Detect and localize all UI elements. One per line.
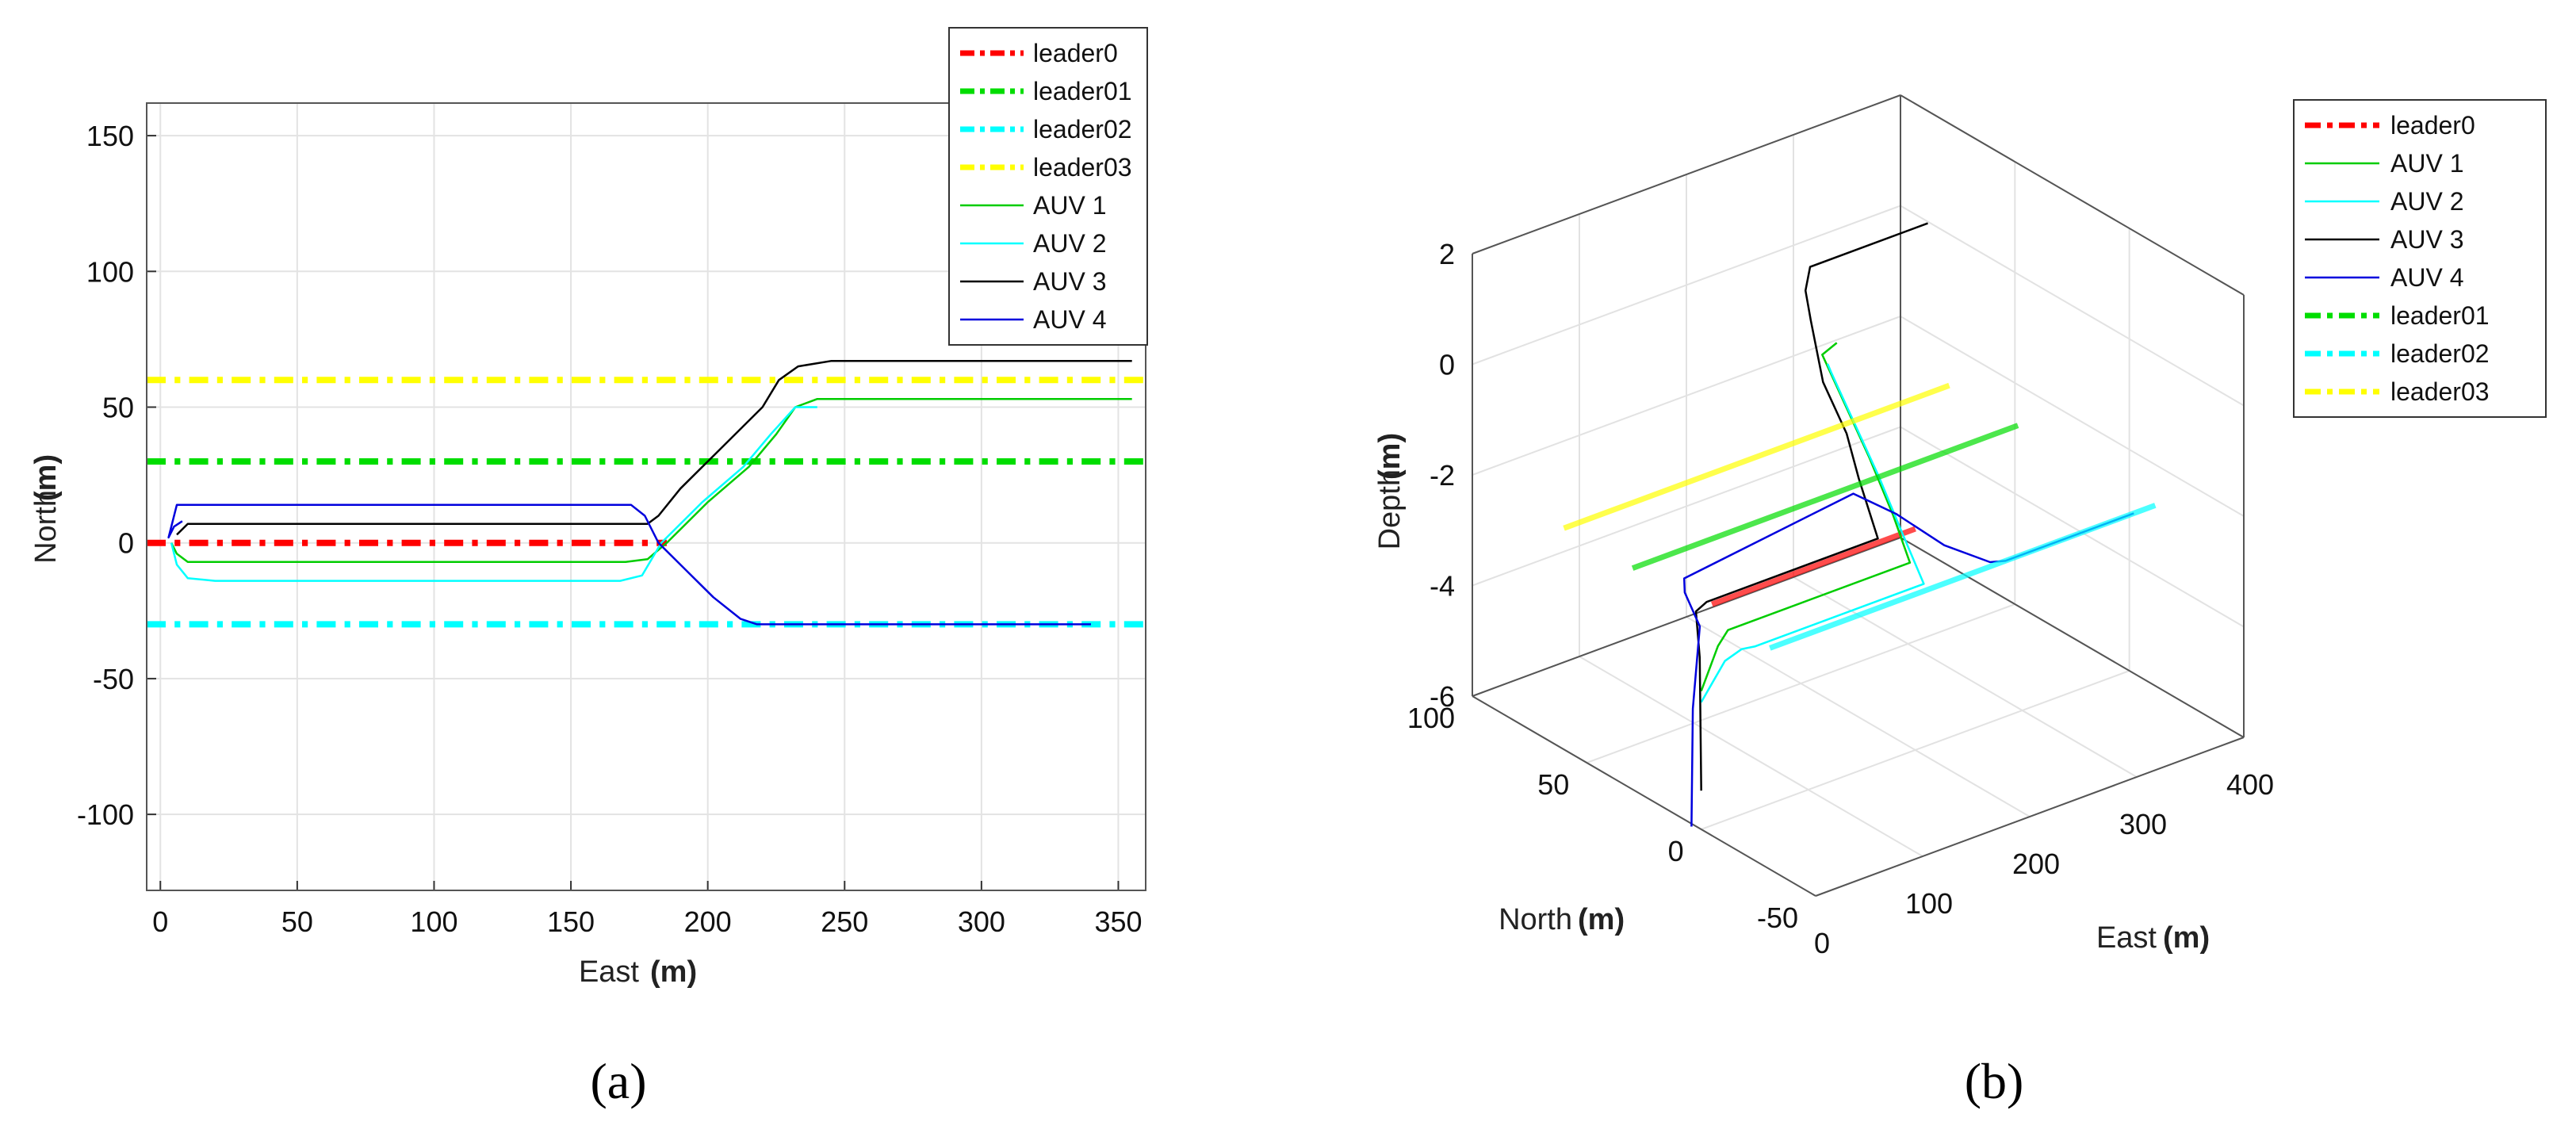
x-axis-label: East bbox=[579, 955, 639, 989]
legend-label: leader01 bbox=[2390, 301, 2490, 330]
back-wall-gridline bbox=[1472, 426, 1901, 587]
back-wall-gridline bbox=[1472, 316, 1901, 476]
x-tick-label: 350 bbox=[1094, 905, 1142, 938]
series-line-leader02 bbox=[1769, 503, 2157, 651]
z-axis-unit: (m) bbox=[1373, 433, 1407, 480]
y-tick-label: -50 bbox=[93, 663, 134, 695]
floor-gridline bbox=[1701, 670, 2130, 830]
y-axis-label: North bbox=[29, 490, 63, 564]
legend-label: AUV 2 bbox=[2390, 187, 2463, 216]
x-axis-line bbox=[1815, 737, 2245, 897]
y-axis-line bbox=[1472, 695, 1816, 897]
y-tick-label: 50 bbox=[1537, 768, 1569, 801]
legend-label: leader03 bbox=[1033, 153, 1132, 182]
box-edge bbox=[1900, 537, 2245, 738]
box-edge bbox=[1472, 537, 1901, 697]
back-wall-gridline bbox=[1472, 205, 1901, 366]
x-tick-label: 100 bbox=[1905, 887, 1953, 920]
floor-gridline bbox=[1586, 603, 2015, 764]
legend-label: leader02 bbox=[1033, 115, 1132, 144]
series-line-leader03 bbox=[1563, 382, 1950, 531]
x-tick-label: 0 bbox=[1814, 927, 1830, 959]
z-tick-label: 2 bbox=[1439, 238, 1455, 270]
x-tick-label: 100 bbox=[410, 905, 457, 938]
side-wall-gridline bbox=[1900, 316, 2245, 517]
series-line-leader0 bbox=[1710, 526, 1916, 607]
x-tick-label: 300 bbox=[958, 905, 1005, 938]
box-edge bbox=[1472, 94, 1901, 255]
x-tick-label: 200 bbox=[2012, 848, 2060, 880]
x-tick-label: 400 bbox=[2226, 768, 2274, 801]
series-line-auv-4 bbox=[1682, 492, 2134, 827]
z-tick-label: -2 bbox=[1430, 459, 1455, 492]
legend-box bbox=[948, 27, 1148, 346]
x-axis-label: East bbox=[2096, 921, 2157, 955]
x-axis-unit: (m) bbox=[650, 955, 697, 989]
legend-label: AUV 4 bbox=[2390, 263, 2463, 292]
series-line-auv-3 bbox=[1694, 222, 1928, 791]
panel-label-b: (b) bbox=[1965, 1053, 2024, 1109]
box-edge bbox=[1900, 94, 2245, 296]
legend-label: leader0 bbox=[1033, 39, 1118, 67]
legend-label: leader02 bbox=[2390, 339, 2490, 368]
series-line-auv-4 bbox=[167, 503, 1091, 626]
y-tick-label: 0 bbox=[118, 527, 134, 560]
legend-label: AUV 3 bbox=[1033, 267, 1106, 296]
z-tick-label: -4 bbox=[1430, 570, 1455, 603]
z-axis-label: Depth bbox=[1373, 469, 1407, 549]
y-tick-label: -100 bbox=[77, 798, 134, 831]
series-line-auv-3 bbox=[176, 360, 1132, 536]
y-axis-unit: (m) bbox=[1578, 903, 1625, 936]
z-tick-label: -6 bbox=[1430, 680, 1455, 713]
x-tick-label: 150 bbox=[547, 905, 595, 938]
y-tick-label: 100 bbox=[86, 255, 134, 288]
series-line-leader01 bbox=[1631, 423, 2019, 571]
y-tick-label: -50 bbox=[1757, 901, 1798, 934]
y-tick-label: 150 bbox=[86, 120, 134, 152]
x-axis-unit: (m) bbox=[2163, 921, 2210, 955]
legend-label: leader0 bbox=[2390, 111, 2475, 140]
x-tick-label: 300 bbox=[2119, 808, 2167, 840]
y-axis-unit: (m) bbox=[29, 454, 63, 501]
side-wall-gridline bbox=[1900, 426, 2245, 628]
floor-gridline bbox=[1686, 616, 2031, 817]
legend-label: AUV 3 bbox=[2390, 225, 2463, 254]
floor-gridline bbox=[1579, 656, 1923, 857]
axes-frame bbox=[146, 102, 1146, 891]
floor-gridline bbox=[1793, 576, 2138, 778]
chart-a: 0 50 100 150 200 250 300 350 -100 -50 0 50 100 150 Eas… bbox=[29, 27, 1148, 989]
z-tick-label: 0 bbox=[1439, 349, 1455, 381]
x-tick-label: 50 bbox=[281, 905, 313, 938]
y-tick-label: 0 bbox=[1668, 835, 1684, 867]
x-tick-label: 250 bbox=[821, 905, 868, 938]
side-wall-gridline bbox=[1900, 205, 2245, 407]
x-tick-label: 0 bbox=[152, 905, 168, 938]
legend-label: AUV 1 bbox=[1033, 191, 1106, 220]
legend-label: leader03 bbox=[2390, 377, 2490, 406]
y-tick-label: 100 bbox=[1407, 702, 1455, 734]
series-line-auv-2 bbox=[170, 406, 817, 582]
panel-label-a: (a) bbox=[590, 1053, 646, 1109]
y-axis-label: North bbox=[1499, 903, 1572, 936]
legend-label: AUV 1 bbox=[2390, 149, 2463, 178]
legend-box bbox=[2293, 99, 2547, 418]
y-tick-label: 50 bbox=[102, 392, 134, 424]
x-tick-label: 200 bbox=[684, 905, 732, 938]
series-line-auv-2 bbox=[1700, 363, 1925, 703]
legend-label: AUV 4 bbox=[1033, 305, 1106, 334]
legend-label: AUV 2 bbox=[1033, 229, 1106, 258]
legend-label: leader01 bbox=[1033, 77, 1132, 105]
